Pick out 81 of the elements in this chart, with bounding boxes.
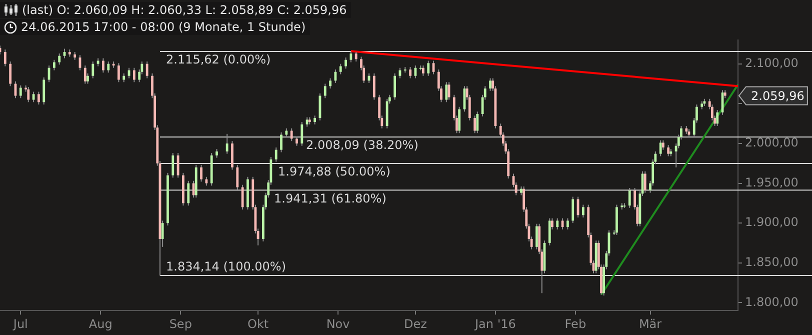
candlestick — [306, 116, 308, 128]
ref-line-label: 2.115,62 (0.00%) — [166, 52, 271, 67]
y-tick-label: 1.900,00 — [745, 215, 798, 230]
y-tick-label: 2.100,00 — [745, 56, 798, 70]
candlestick — [118, 62, 120, 83]
candlestick — [324, 83, 326, 99]
candlestick — [231, 140, 234, 170]
y-tick-label: 2.000,00 — [745, 136, 798, 150]
x-tick-label: Feb — [564, 316, 586, 331]
x-tick-label: Mär — [638, 316, 662, 331]
candlestick — [445, 82, 448, 103]
candlestick — [132, 67, 136, 83]
candlestick — [536, 223, 538, 250]
candlestick — [236, 164, 239, 190]
candlestick — [572, 196, 574, 224]
x-tick-label: Dez — [404, 316, 427, 331]
candlestick — [659, 140, 662, 157]
y-tick-label: 1.950,00 — [745, 175, 798, 190]
x-tick-label: Sep — [169, 316, 192, 331]
candlestick — [107, 60, 110, 74]
chart-subtitle: 24.06.2015 17:00 - 08:00 (9 Monate, 1 Stunde) — [21, 19, 306, 35]
candlestick — [414, 64, 417, 79]
candlestick — [582, 204, 584, 218]
candlestick — [409, 66, 412, 79]
candlestick — [172, 152, 174, 178]
candlestick — [339, 63, 342, 75]
ref-line-label: 2.008,09 (38.20%) — [306, 138, 418, 152]
candlestick — [19, 84, 22, 99]
candlestick — [58, 53, 61, 66]
candlestick — [9, 60, 12, 87]
chart-title: (last) O: 2.060,09 H: 2.060,33 L: 2.058,89 C: 2.059,96 — [22, 2, 347, 18]
x-tick-label: Jan '16 — [474, 316, 516, 331]
text: 2.059,96 — [751, 88, 804, 103]
candlestick — [398, 67, 402, 79]
candlestick — [128, 67, 130, 79]
candlestick — [458, 106, 461, 134]
candlestick — [296, 136, 298, 146]
candlestick — [329, 78, 332, 90]
x-tick-label: Aug — [88, 316, 112, 331]
candlestick — [300, 121, 304, 146]
candlestick — [372, 72, 376, 100]
y-tick-label: 1.850,00 — [745, 254, 798, 269]
candlestick — [42, 76, 46, 105]
candlestick — [280, 132, 282, 153]
candlestick — [187, 180, 190, 206]
candlestick — [38, 91, 40, 105]
candlestick — [344, 57, 347, 70]
candlestick — [4, 49, 6, 67]
candlestick — [476, 111, 479, 134]
candlestick — [350, 50, 352, 63]
candlestick — [290, 128, 293, 142]
candlestick — [146, 60, 148, 79]
candlestick — [628, 188, 631, 208]
candlestick — [716, 110, 719, 126]
candlestick — [474, 115, 476, 134]
ref-line-label: 1.941,31 (61.80%) — [274, 191, 386, 206]
candlestick — [241, 184, 244, 210]
x-tick-label: Nov — [326, 316, 350, 331]
x-tick-label: Jul — [12, 316, 28, 331]
candlestick — [200, 164, 202, 182]
candlestick — [422, 64, 424, 76]
candlestick — [274, 146, 278, 162]
candlestick — [27, 86, 30, 103]
candlestick — [102, 58, 104, 74]
candlestick — [394, 72, 396, 100]
candlestick — [226, 133, 228, 154]
y-tick-label: 1.800,00 — [745, 294, 798, 309]
ref-line-label: 1.974,88 (50.00%) — [278, 164, 390, 179]
candlestick — [644, 170, 646, 194]
candlestick — [548, 218, 551, 246]
candlestick — [667, 144, 670, 157]
candlestick — [427, 60, 430, 76]
candlestick — [489, 78, 492, 92]
candlestick — [556, 218, 559, 230]
candlestick — [52, 59, 56, 71]
candlestick — [92, 60, 94, 79]
candlestick — [354, 51, 358, 62]
candlestick — [84, 64, 86, 84]
candlestick — [566, 218, 569, 230]
ref-line-label: 1.834,14 (100.00%) — [166, 260, 286, 274]
x-tick-label: Okt — [247, 316, 269, 331]
